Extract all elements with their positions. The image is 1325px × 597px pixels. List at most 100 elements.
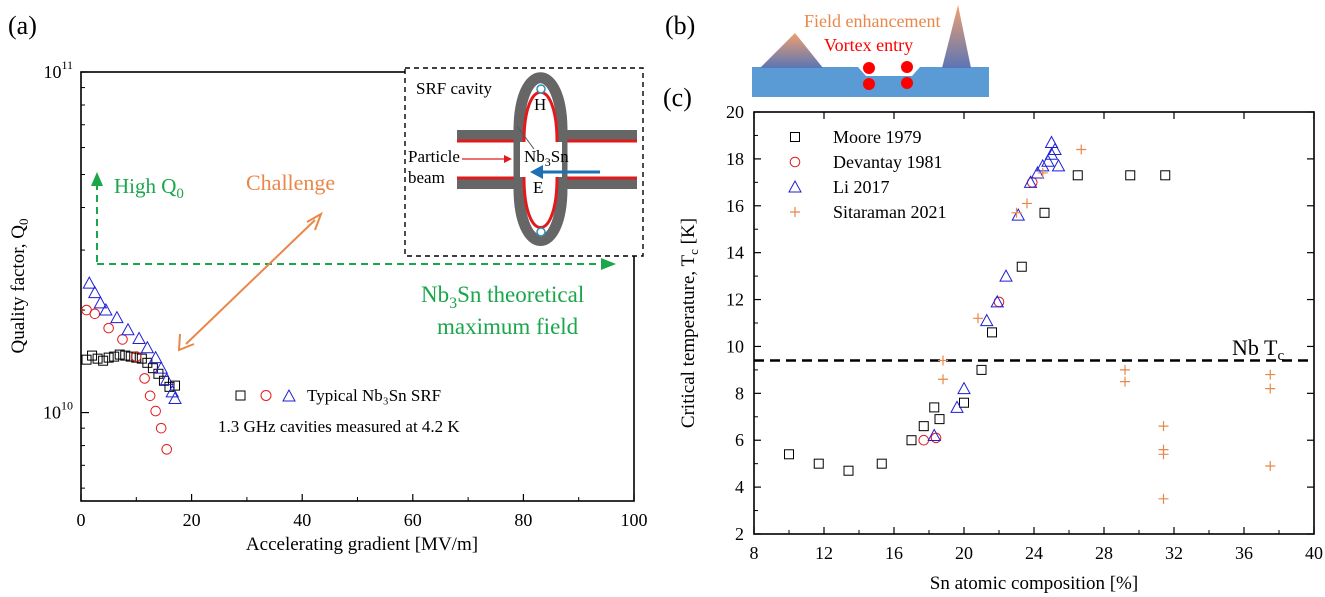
data-point-square: [1125, 170, 1136, 181]
data-point-square: [1160, 170, 1171, 181]
vortex-dot-3: [901, 61, 913, 73]
data-point-triangle: [1041, 154, 1055, 167]
data-point-triangle: [82, 276, 97, 289]
plot-a-ylabel: Quality factor, Q0: [8, 218, 31, 353]
field-enhancement-label: Field enhancement: [804, 11, 940, 31]
y-tick-label: 16: [726, 196, 744, 216]
data-point-circle: [89, 308, 101, 320]
data-point-plus: [1120, 376, 1130, 387]
data-point-plus: [1076, 144, 1087, 155]
plot-a-xlabel: Accelerating gradient [MV/m]: [246, 534, 478, 555]
x-tick-label: 60: [404, 510, 422, 530]
x-tick-label: 80: [514, 510, 532, 530]
data-point-triangle: [927, 428, 942, 442]
particle-beam-arrowhead: [504, 155, 512, 163]
x-tick-label: 20: [183, 510, 201, 530]
x-tick-label: 0: [77, 510, 86, 530]
data-point-circle: [155, 422, 167, 434]
data-point-plus: [1265, 461, 1276, 472]
data-point-square: [929, 402, 940, 413]
x-tick-label: 24: [1025, 543, 1043, 563]
data-point-circle: [139, 373, 150, 384]
data-point-square: [987, 327, 997, 338]
inset-beam-label: beam: [408, 168, 445, 187]
data-point-triangle: [1051, 158, 1066, 172]
plot-a-tick-labels: 0 20 40 60 80 100 1010 1011: [43, 58, 648, 530]
data-point-square: [120, 350, 131, 361]
plot-c-legend: Moore 1979 Devantay 1981 Li 2017 Sitaraman …: [788, 127, 946, 222]
legend-series-label: Sitaraman 2021: [833, 202, 946, 222]
y-tick-label: 4: [735, 477, 744, 497]
data-point-square: [103, 352, 114, 363]
plot-c-data-markers: [784, 135, 1276, 504]
inset-h-label: H: [534, 95, 546, 114]
data-point-square: [843, 465, 854, 476]
y-tick-label: 2: [735, 524, 744, 544]
data-point-triangle: [87, 285, 102, 299]
data-point-square: [158, 375, 169, 386]
data-point-triangle: [979, 313, 994, 327]
y-tick-label: 1011: [43, 58, 73, 82]
data-point-plus: [938, 355, 948, 366]
high-q-label: High Q0: [114, 174, 184, 202]
data-point-plus: [1037, 167, 1048, 178]
data-point-triangle: [110, 310, 124, 324]
y-tick-label: 12: [726, 290, 744, 310]
y-tick-label: 1010: [43, 399, 73, 423]
data-point-plus: [973, 313, 983, 324]
x-tick-label: 40: [293, 510, 311, 530]
x-tick-label: 16: [885, 543, 903, 563]
legend-marker-circle: [789, 156, 801, 168]
x-tick-label: 100: [621, 510, 648, 530]
legend-series-label: Moore 1979: [833, 127, 922, 147]
data-point-triangle: [148, 350, 163, 364]
data-point-triangle: [1048, 142, 1062, 156]
data-point-triangle: [159, 372, 174, 386]
surface-peak-right: [942, 5, 971, 68]
theory-label-line2: maximum field: [437, 314, 579, 339]
legend-circle-marker: [260, 390, 272, 401]
y-tick-label: 20: [726, 102, 744, 122]
legend-marker-triangle: [788, 179, 802, 193]
data-point-square: [109, 351, 120, 362]
data-point-square: [92, 353, 103, 364]
data-point-triangle: [93, 295, 108, 309]
vortex-dot-2: [863, 78, 875, 90]
data-point-circle: [161, 444, 173, 455]
data-point-circle: [103, 322, 114, 334]
data-point-plus: [1120, 364, 1130, 375]
data-point-square: [1039, 207, 1050, 218]
vortex-dot-4: [901, 77, 913, 89]
y-tick-label: 8: [735, 383, 744, 403]
inset-title: SRF cavity: [416, 79, 493, 98]
data-point-square: [813, 458, 824, 469]
data-point-circle: [144, 390, 156, 402]
legend-note: 1.3 GHz cavities measured at 4.2 K: [218, 417, 460, 436]
data-point-plus: [938, 374, 948, 385]
data-point-square: [906, 435, 917, 446]
srf-cavity-inset: SRF cavity H Nb3Sn Particle beam E: [404, 67, 644, 257]
plot-c-ylabel: Critical temperature, Tc [K]: [678, 218, 701, 428]
legend-label: Typical Nb₃Sn SRF: [307, 386, 441, 405]
plot-c-axis-ticks: [753, 111, 1315, 535]
data-point-plus: [1265, 369, 1276, 380]
data-point-triangle: [1044, 147, 1059, 160]
data-point-square: [153, 368, 164, 379]
h-field-marker-bottom: [536, 227, 546, 237]
data-point-square: [976, 364, 987, 375]
legend-marker-square: [790, 132, 800, 142]
high-q-annotation: High Q0: [91, 172, 616, 270]
plot-c-frame: [753, 111, 1315, 535]
challenge-label: Challenge: [246, 170, 335, 195]
data-point-triangle: [140, 340, 155, 354]
data-point-triangle: [154, 361, 169, 374]
data-point-square: [876, 458, 887, 469]
data-point-plus: [1011, 207, 1022, 218]
data-point-triangle: [1023, 175, 1038, 188]
panel-label-c: (c): [663, 83, 692, 112]
data-point-triangle: [121, 322, 135, 336]
x-tick-label: 20: [955, 543, 973, 563]
plot-a-legend: Typical Nb₃Sn SRF 1.3 GHz cavities measu…: [218, 386, 460, 436]
plot-a-axis-ticks: [80, 71, 635, 501]
data-point-circle: [117, 334, 128, 345]
